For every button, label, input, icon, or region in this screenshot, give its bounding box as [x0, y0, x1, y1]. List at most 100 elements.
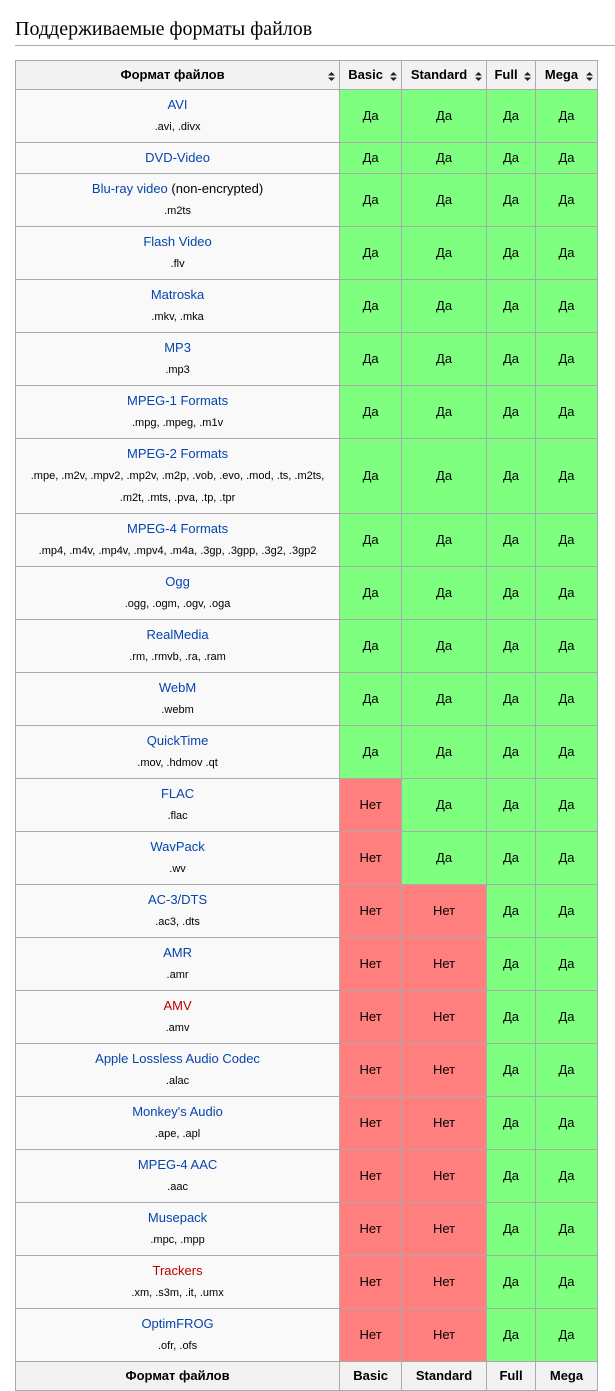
table-body: AVI .avi, .divx Да Да Да Да DVD-Video Да Да Да Да B… — [14, 89, 598, 1362]
format-row: RealMedia .rm, .rmvb, .ra, .ram Да Да Да Да — [14, 619, 598, 673]
format-row: Apple Lossless Audio Codec .alac Нет Нет Да Д… — [14, 1043, 598, 1097]
format-link[interactable]: Flash Video — [143, 234, 212, 249]
format-extensions: .rm, .rmvb, .ra, .ram — [129, 651, 226, 663]
format-row: Matroska .mkv, .mka Да Да Да Да — [14, 279, 598, 333]
support-cell: Да — [401, 513, 488, 567]
column-header[interactable]: Mega — [535, 60, 598, 90]
support-cell: Да — [401, 619, 488, 673]
column-header[interactable]: Full — [486, 60, 536, 90]
column-footer: Mega — [535, 1361, 598, 1391]
format-link[interactable]: FLAC — [160, 786, 195, 801]
format-cell: MPEG-4 AAC .aac — [14, 1149, 341, 1203]
support-cell: Да — [401, 385, 488, 439]
format-cell: DVD-Video — [14, 142, 341, 174]
support-cell: Да — [486, 1308, 536, 1362]
format-link[interactable]: RealMedia — [146, 627, 209, 642]
support-cell: Да — [339, 226, 403, 280]
section-title: Поддерживаемые форматы файлов — [15, 18, 615, 46]
support-cell: Да — [339, 89, 403, 143]
format-link[interactable]: AMV — [163, 998, 192, 1013]
support-cell: Да — [535, 778, 598, 832]
format-cell: OptimFROG .ofr, .ofs — [14, 1308, 341, 1362]
format-link[interactable]: Musepack — [147, 1210, 208, 1225]
format-extensions: .flac — [167, 810, 188, 822]
format-extensions: .mov, .hdmov .qt — [137, 757, 218, 769]
support-cell: Да — [535, 385, 598, 439]
format-cell: Blu-ray video (non-encrypted) .m2ts — [14, 173, 341, 227]
support-cell: Нет — [401, 1096, 488, 1150]
format-link[interactable]: MPEG-4 Formats — [126, 521, 229, 536]
support-cell: Да — [486, 1202, 536, 1256]
format-link[interactable]: Monkey's Audio — [132, 1104, 223, 1119]
column-header[interactable]: Basic — [339, 60, 403, 90]
support-cell: Да — [535, 672, 598, 726]
format-link[interactable]: MP3 — [164, 340, 191, 355]
format-extensions: .m2ts — [164, 205, 191, 217]
support-cell: Да — [401, 173, 488, 227]
support-cell: Да — [535, 1202, 598, 1256]
formats-table: Формат файлов Basic Standard Full Mega AVI .a… — [14, 60, 598, 1391]
format-link[interactable]: WavPack — [150, 839, 205, 854]
format-row: AVI .avi, .divx Да Да Да Да — [14, 89, 598, 143]
support-cell: Да — [486, 1043, 536, 1097]
support-cell: Да — [486, 884, 536, 938]
format-link[interactable]: AMR — [163, 945, 192, 960]
support-cell: Нет — [401, 937, 488, 991]
format-link[interactable]: QuickTime — [146, 733, 209, 748]
support-cell: Да — [486, 937, 536, 991]
support-cell: Да — [535, 438, 598, 514]
format-row: WebM .webm Да Да Да Да — [14, 672, 598, 726]
support-cell: Нет — [339, 884, 403, 938]
support-cell: Да — [486, 831, 536, 885]
format-link[interactable]: AVI — [167, 97, 188, 112]
column-header[interactable]: Формат файлов — [14, 60, 341, 90]
format-link[interactable]: WebM — [158, 680, 197, 695]
format-link[interactable]: DVD-Video — [145, 150, 210, 165]
format-cell: Matroska .mkv, .mka — [14, 279, 341, 333]
support-cell: Да — [486, 990, 536, 1044]
format-link[interactable]: MPEG-1 Formats — [126, 393, 229, 408]
support-cell: Да — [486, 513, 536, 567]
support-cell: Нет — [339, 1308, 403, 1362]
support-cell: Да — [535, 142, 598, 174]
support-cell: Да — [486, 725, 536, 779]
support-cell: Да — [535, 937, 598, 991]
format-row: AC-3/DTS .ac3, .dts Нет Нет Да Да — [14, 884, 598, 938]
support-cell: Да — [401, 89, 488, 143]
format-cell: Apple Lossless Audio Codec .alac — [14, 1043, 341, 1097]
support-cell: Да — [339, 513, 403, 567]
format-link[interactable]: Matroska — [150, 287, 205, 302]
format-link[interactable]: OptimFROG — [141, 1316, 214, 1331]
format-link[interactable]: AC-3/DTS — [147, 892, 208, 907]
support-cell: Да — [486, 332, 536, 386]
support-cell: Да — [401, 438, 488, 514]
column-header[interactable]: Standard — [401, 60, 488, 90]
format-row: Trackers .xm, .s3m, .it, .umx Нет Нет Да Да — [14, 1255, 598, 1309]
support-cell: Да — [339, 438, 403, 514]
support-cell: Да — [339, 725, 403, 779]
format-row: Blu-ray video (non-encrypted) .m2ts Да Да Да… — [14, 173, 598, 227]
format-link[interactable]: Blu-ray video — [91, 181, 168, 196]
support-cell: Да — [535, 1255, 598, 1309]
format-link[interactable]: Ogg — [165, 574, 190, 589]
support-cell: Да — [339, 332, 403, 386]
header-row: Формат файлов Basic Standard Full Mega — [14, 60, 598, 90]
format-link[interactable]: Trackers — [152, 1263, 203, 1278]
format-cell: AC-3/DTS .ac3, .dts — [14, 884, 341, 938]
format-link[interactable]: MPEG-4 AAC — [137, 1157, 218, 1172]
support-cell: Да — [401, 831, 488, 885]
support-cell: Да — [401, 778, 488, 832]
format-extensions: .amv — [165, 1022, 190, 1034]
format-extensions: .mpc, .mpp — [150, 1234, 205, 1246]
format-link[interactable]: Apple Lossless Audio Codec — [95, 1051, 260, 1066]
support-cell: Да — [535, 89, 598, 143]
format-link[interactable]: MPEG-2 Formats — [126, 446, 229, 461]
format-row: Monkey's Audio .ape, .apl Нет Нет Да Да — [14, 1096, 598, 1150]
column-header-text: Mega — [544, 67, 579, 82]
format-extensions: .mp3 — [165, 364, 190, 376]
format-cell: QuickTime .mov, .hdmov .qt — [14, 725, 341, 779]
support-cell: Да — [486, 566, 536, 620]
support-cell: Да — [535, 1096, 598, 1150]
format-row: WavPack .wv Нет Да Да Да — [14, 831, 598, 885]
support-cell: Нет — [401, 1255, 488, 1309]
